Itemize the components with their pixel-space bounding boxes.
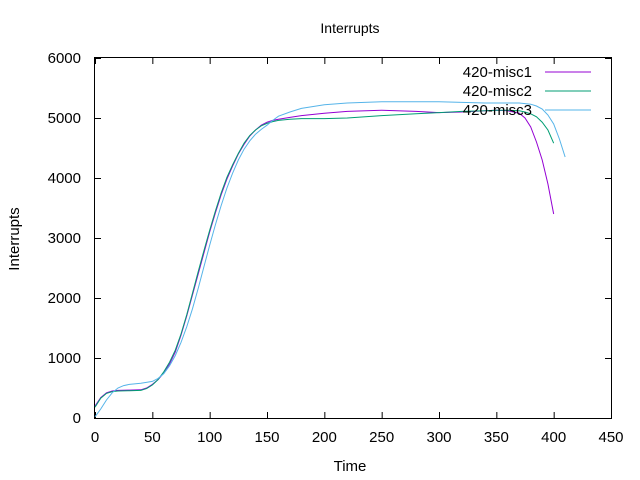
y-tick-label: 6000 bbox=[48, 50, 81, 67]
x-tick-label: 250 bbox=[369, 429, 394, 446]
y-tick-label: 1000 bbox=[48, 350, 81, 367]
x-tick-label: 450 bbox=[598, 429, 623, 446]
y-tick-label: 5000 bbox=[48, 110, 81, 127]
series-lines bbox=[94, 101, 566, 418]
series-line-420-misc3 bbox=[94, 101, 566, 418]
x-axis-label: Time bbox=[334, 458, 367, 475]
x-tick-label: 100 bbox=[197, 429, 222, 446]
y-tick-label: 3000 bbox=[48, 230, 81, 247]
x-tick-label: 200 bbox=[312, 429, 337, 446]
legend-label: 420-misc2 bbox=[463, 83, 532, 100]
plot-frame bbox=[94, 57, 612, 419]
series-line-420-misc2 bbox=[94, 109, 555, 408]
y-tick-label: 2000 bbox=[48, 290, 81, 307]
chart-title: Interrupts bbox=[320, 20, 379, 36]
y-tick-label: 0 bbox=[73, 410, 81, 427]
x-tick-label: 150 bbox=[254, 429, 279, 446]
legend-label: 420-misc1 bbox=[463, 64, 532, 81]
x-tick-label: 350 bbox=[484, 429, 509, 446]
x-tick-label: 0 bbox=[91, 429, 99, 446]
series-line-420-misc1 bbox=[94, 109, 555, 407]
y-tick-label: 4000 bbox=[48, 170, 81, 187]
legend: 420-misc1 420-misc2 420-misc3 bbox=[463, 64, 591, 119]
legend-label: 420-misc3 bbox=[463, 102, 532, 119]
y-axis-label: Interrupts bbox=[6, 207, 23, 270]
x-tick-labels: 0 50 100 150 200 250 300 350 400 450 bbox=[91, 429, 624, 446]
axis-ticks bbox=[95, 58, 612, 419]
x-tick-label: 50 bbox=[144, 429, 161, 446]
y-tick-labels: 0 1000 2000 3000 4000 5000 6000 bbox=[48, 50, 81, 427]
x-tick-label: 400 bbox=[541, 429, 566, 446]
x-tick-label: 300 bbox=[426, 429, 451, 446]
